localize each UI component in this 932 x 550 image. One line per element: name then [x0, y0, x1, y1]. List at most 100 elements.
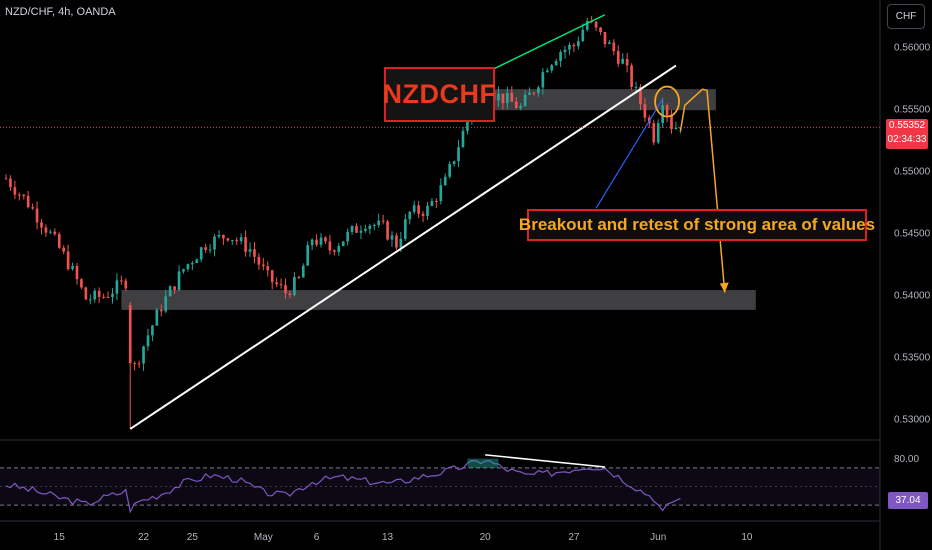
time-tick-label: Jun [650, 532, 666, 543]
candle-body [355, 226, 358, 233]
time-tick-label: 15 [54, 532, 66, 543]
candle-body [75, 266, 79, 280]
candle-body [368, 225, 372, 229]
last-price-badge: 0.55352 02:34:33 [886, 119, 928, 149]
ascending-trendline [129, 64, 677, 430]
candle-body [22, 194, 26, 196]
candle-body [230, 240, 234, 242]
candle-body [199, 247, 203, 260]
candle-body [399, 238, 403, 248]
candle-body [57, 234, 61, 248]
price-tick-label: 0.54000 [894, 291, 931, 302]
candle-body [674, 127, 678, 129]
candle-body [128, 304, 132, 364]
candle-body [17, 194, 21, 196]
candle-body [621, 58, 625, 64]
rsi-value-badge: 37.04 [888, 492, 928, 509]
annotation-label: Breakout and retest of strong area of va… [519, 209, 875, 241]
candle-body [616, 51, 620, 64]
candle-body [403, 219, 407, 239]
candle-body [639, 86, 642, 105]
candle-body [448, 163, 452, 177]
candle-body [35, 208, 39, 223]
candle-body [106, 296, 110, 298]
candle-body [226, 238, 230, 241]
last-price-value: 0.55352 [888, 120, 926, 131]
candle-body [377, 220, 381, 226]
candle-body [532, 92, 536, 94]
candle-body [146, 335, 150, 347]
candle-body [310, 239, 314, 246]
price-tick-label: 0.54500 [894, 229, 931, 240]
candle-body [550, 65, 554, 71]
candle-body [381, 220, 385, 222]
candle-body [661, 105, 664, 124]
candle-body [634, 86, 638, 88]
time-tick-label: 6 [314, 532, 320, 543]
time-tick-label: 25 [187, 532, 199, 543]
candle-body [510, 92, 514, 102]
candle-body [545, 70, 549, 73]
candle-body [364, 228, 367, 231]
candle-body [514, 101, 518, 109]
currency-button[interactable]: CHF [887, 4, 925, 29]
candle-body [457, 147, 460, 162]
candle-body [217, 234, 221, 237]
candle-body [497, 93, 500, 101]
projection-arrowhead [719, 282, 729, 293]
candle-body [262, 264, 265, 267]
candle-body [66, 251, 70, 270]
candle-body [191, 263, 194, 265]
candle-body [204, 247, 207, 250]
rsi-tick-label: 80.00 [894, 454, 919, 465]
candle-body [275, 282, 278, 285]
candle-body [40, 222, 43, 228]
candle-body [439, 185, 443, 202]
time-tick-label: 22 [138, 532, 150, 543]
retest-circle [654, 85, 680, 118]
candle-body [337, 246, 341, 252]
candle-body [186, 264, 190, 270]
rsi-divergence-line [485, 454, 606, 468]
candle-body [443, 176, 447, 186]
candle-body [124, 280, 128, 289]
candle-body [279, 284, 283, 286]
candle-body [643, 104, 647, 118]
time-tick-label: May [254, 532, 273, 543]
candle-body [266, 266, 270, 271]
price-tick-label: 0.55500 [894, 105, 931, 116]
projection-path [679, 88, 726, 293]
candle-body [155, 309, 159, 326]
candle-body [554, 61, 558, 66]
candle-body [608, 42, 611, 45]
candle-body [84, 287, 88, 300]
candle-body [670, 115, 673, 129]
candle-body [195, 259, 199, 264]
candle-body [222, 234, 225, 239]
candle-body [168, 286, 172, 297]
candle-body [235, 240, 239, 242]
candle-body [151, 325, 154, 336]
candle-body [506, 92, 509, 104]
candle-body [572, 44, 576, 47]
candle-body [519, 105, 522, 109]
time-tick-label: 10 [741, 532, 753, 543]
candle-body [328, 241, 332, 251]
candle-body [421, 213, 425, 216]
candle-body [412, 205, 416, 212]
time-tick-label: 13 [382, 532, 394, 543]
time-tick-label: 20 [480, 532, 492, 543]
price-tick-label: 0.53500 [894, 353, 931, 364]
candle-body [341, 241, 345, 247]
candle-body [31, 207, 34, 209]
candle-body [288, 293, 292, 296]
candle-body [408, 211, 412, 220]
candle-body [13, 187, 17, 195]
candle-body [559, 52, 562, 62]
candle-body [115, 280, 119, 294]
candle-body [537, 87, 540, 93]
candle-body [164, 296, 168, 312]
candle-body [133, 363, 136, 365]
candle-body [603, 32, 607, 45]
